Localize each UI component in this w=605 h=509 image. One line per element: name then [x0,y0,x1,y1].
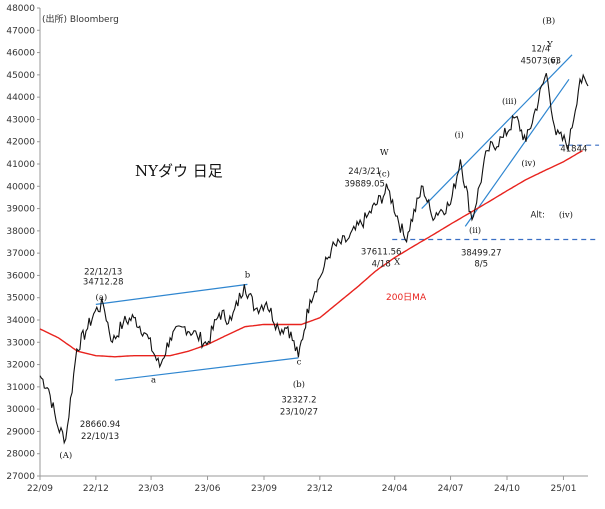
series-line-ma [39,150,583,358]
annotation-label: (v) [547,56,558,67]
annotation-label: W [380,148,389,158]
annotation-label: (iv) [521,158,535,169]
annotation-label: 45073.63 [520,57,561,67]
y-tick-label: 41000 [6,160,35,170]
annotation-label: (iv) [559,209,573,220]
annotation-label: 4/18 [372,260,391,270]
y-tick-label: 35000 [6,294,35,304]
y-tick-label: 29000 [6,427,35,437]
horizontal-support-lines [392,144,600,241]
x-tick-label: 24/07 [438,484,464,494]
annotation-label: 22/12/13 [84,267,122,277]
series-line-price [39,73,589,445]
annotation-label: 22/10/13 [81,432,119,442]
y-tick-label: 43000 [6,115,35,125]
y-tick-label: 36000 [6,271,35,281]
y-tick-label: 33000 [6,338,35,348]
y-tick-labels: 27000 28000 29000 30000 31000 32000 33000 34000… [6,4,40,482]
y-tick-label: 37000 [6,249,35,259]
trend-line [114,357,299,381]
annotation-label: Y [546,40,553,50]
y-tick-label: 27000 [6,472,35,482]
price-layer [39,73,589,445]
annotation-label: 34712.28 [83,277,124,287]
x-tick-label: 23/06 [195,484,221,494]
annotation-label: 23/10/27 [280,408,318,418]
annotation-label: b [245,271,251,281]
y-tick-label: 48000 [6,4,35,14]
annotation-label: 37611.56 [361,247,402,257]
annotation-label: Alt: [530,210,544,220]
y-tick-label: 38000 [6,227,35,237]
y-tick-label: 30000 [6,405,35,415]
annotation-label: X [394,257,401,267]
y-tick-label: 39000 [6,205,35,215]
trend-lines [95,54,573,381]
annotation-label: (b) [293,379,305,390]
annotation-label: 28660.94 [80,420,121,430]
x-tick-label: 23/09 [251,484,277,494]
annotation-label: 39889.05 [344,179,385,189]
y-tick-label: 44000 [6,93,35,103]
annotation-label: 32327.2 [281,395,316,405]
x-tick-labels: 22/09 22/12 23/03 23/06 23/09 23/12 24/04 24/07… [27,476,576,494]
y-tick-label: 46000 [6,49,35,59]
y-tick-label: 32000 [6,361,35,371]
annotation-label: (iii) [502,96,517,107]
chart-title: NYダウ 日足 [135,162,223,180]
annotation-label: 12/4 [531,44,550,54]
y-tick-label: 40000 [6,182,35,192]
annotation-label: (A) [59,450,72,461]
trend-line [464,78,570,227]
y-tick-label: 45000 [6,71,35,81]
annotation-label: 24/3/21 [348,167,381,177]
x-tick-label: 23/12 [307,484,333,494]
x-tick-label: 24/10 [494,484,520,494]
y-tick-label: 47000 [6,26,35,36]
x-tick-label: 22/09 [27,484,53,494]
moving-average-layer [39,150,583,358]
ma-label: 200日MA [386,292,427,303]
y-tick-label: 31000 [6,383,35,393]
y-tick-label: 42000 [6,138,35,148]
annotation-label: (i) [454,129,463,140]
x-tick-label: 22/12 [83,484,109,494]
x-tick-label: 23/03 [138,484,164,494]
source-label: (出所) Bloomberg [42,13,119,25]
y-tick-label: 28000 [6,450,35,460]
annotation-label: 41844 [560,145,587,155]
trend-line [95,283,248,305]
trend-line [421,54,573,209]
x-tick-label: 25/01 [550,484,576,494]
annotation-label: 38499.27 [461,248,502,258]
annotation-label: a [151,375,156,385]
annotation-label: (a) [96,292,108,303]
x-tick-label: 24/04 [382,484,408,494]
annotation-label: c [297,358,302,368]
annotation-label: 8/5 [474,260,488,270]
annotation-label: (B) [542,16,555,27]
annotation-label: (ii) [469,225,481,236]
annotation-label: (c) [379,168,390,179]
y-tick-label: 34000 [6,316,35,326]
